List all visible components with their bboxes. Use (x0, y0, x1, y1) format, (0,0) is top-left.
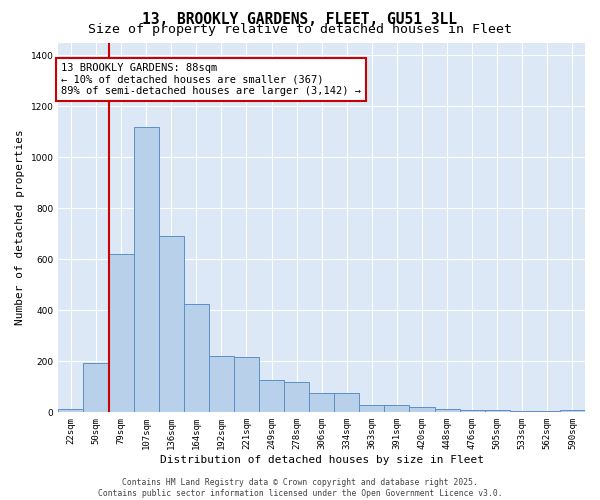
Text: 13 BROOKLY GARDENS: 88sqm
← 10% of detached houses are smaller (367)
89% of semi: 13 BROOKLY GARDENS: 88sqm ← 10% of detac… (61, 63, 361, 96)
Bar (460, 410, 485, 412)
Text: Contains HM Land Registry data © Crown copyright and database right 2025.
Contai: Contains HM Land Registry data © Crown c… (98, 478, 502, 498)
Bar (334, 393, 359, 412)
Bar (58, 408, 83, 412)
Bar (560, 410, 585, 412)
Bar (385, 405, 409, 412)
Bar (409, 406, 434, 412)
Text: 13, BROOKLY GARDENS, FLEET, GU51 3LL: 13, BROOKLY GARDENS, FLEET, GU51 3LL (143, 12, 458, 28)
Bar (209, 356, 234, 412)
X-axis label: Distribution of detached houses by size in Fleet: Distribution of detached houses by size … (160, 455, 484, 465)
Bar (485, 410, 510, 412)
Bar (184, 304, 209, 412)
Bar (83, 362, 109, 412)
Bar (109, 254, 134, 412)
Bar (284, 382, 309, 412)
Bar (259, 380, 284, 412)
Text: Size of property relative to detached houses in Fleet: Size of property relative to detached ho… (88, 22, 512, 36)
Bar (510, 411, 535, 412)
Bar (359, 405, 385, 412)
Bar (159, 236, 184, 412)
Bar (434, 408, 460, 412)
Y-axis label: Number of detached properties: Number of detached properties (15, 130, 25, 326)
Bar (309, 393, 334, 412)
Bar (134, 126, 159, 412)
Bar (234, 358, 259, 412)
